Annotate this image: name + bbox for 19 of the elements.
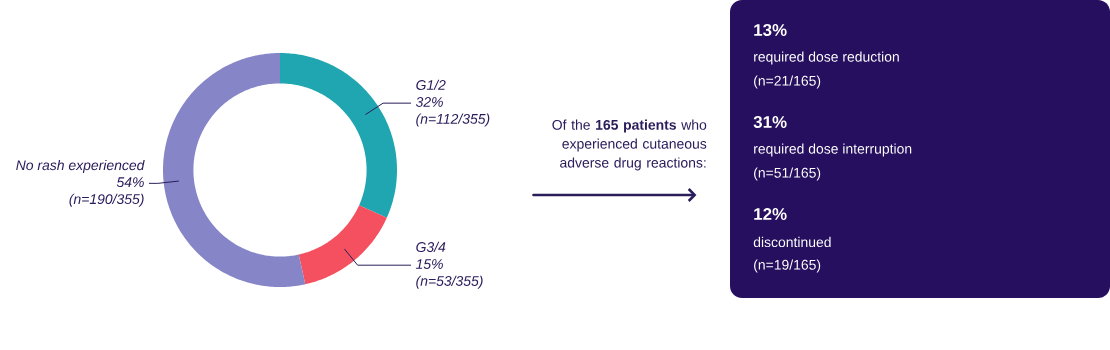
text: required dose reduction (754, 51, 899, 65)
text: (n=190/355) (69, 193, 144, 207)
data-label: 54% (116, 177, 144, 188)
text: (n=112/355) (416, 113, 490, 127)
data-label: 15% (415, 259, 443, 269)
data-label: 32% (415, 97, 443, 107)
text: 12% (754, 208, 787, 220)
text: (n=19/165) (754, 259, 821, 273)
text: 31% (753, 115, 787, 128)
text: (n=51/165) (754, 167, 821, 181)
text: required dose interruption (754, 143, 912, 157)
slice-label: No rash experienced (16, 159, 145, 173)
text: 13% (754, 23, 787, 36)
slice-label: G1/2 (416, 79, 446, 90)
text: discontinued (753, 236, 831, 248)
text: Of the 165 patients who experienced cutaneous adverse drug reactions: (552, 119, 707, 171)
text: (n=21/165) (754, 75, 821, 89)
slice-label: G3/4 (416, 241, 446, 252)
text: (n=53/355) (416, 275, 483, 289)
